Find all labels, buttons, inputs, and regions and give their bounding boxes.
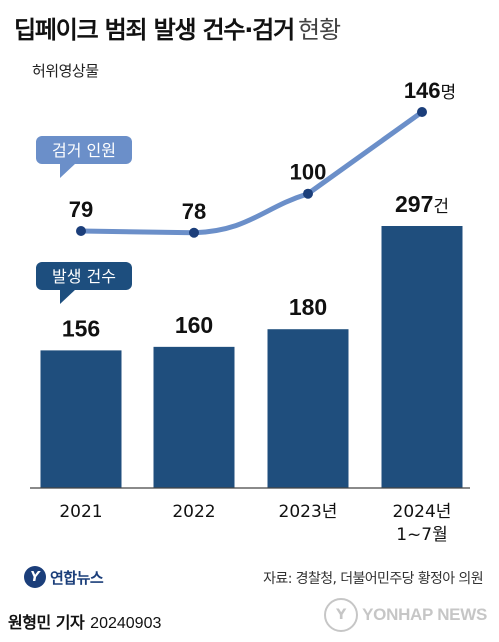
publish-date: 20240903 bbox=[90, 615, 162, 632]
bar-1 bbox=[153, 346, 235, 488]
line-point-2 bbox=[303, 188, 313, 199]
bar-value-label-1: 160 bbox=[175, 312, 213, 338]
line-value-label-1: 78 bbox=[182, 199, 206, 224]
line-value-label-3: 146명 bbox=[404, 78, 456, 103]
bar-0 bbox=[40, 350, 122, 488]
line-value-label-0: 79 bbox=[69, 197, 93, 222]
watermark-icon: Y bbox=[324, 598, 359, 632]
legend-line-box bbox=[36, 136, 132, 164]
line-value-label-2: 100 bbox=[290, 160, 327, 185]
line-point-0 bbox=[76, 226, 86, 236]
line-unit-label: 명 bbox=[441, 83, 457, 103]
chart-area: 156 160 180 297건 2021 2022 2023년 2024년 1~7월 79 78 1… bbox=[30, 78, 470, 545]
bar-value-label-0: 156 bbox=[62, 315, 100, 341]
x-tick-label-3: 2024년 bbox=[393, 502, 452, 522]
chart-title-sub: 현황 bbox=[297, 16, 341, 44]
bar-2 bbox=[267, 329, 349, 488]
line-series-path bbox=[78, 109, 425, 236]
x-tick-label-0: 2021 bbox=[59, 502, 102, 522]
bar-value-label-2: 180 bbox=[289, 294, 327, 320]
legend-bar-pointer bbox=[60, 289, 76, 304]
legend-line-pointer bbox=[60, 163, 76, 178]
byline: 원형민 기자 20240903 bbox=[8, 609, 161, 633]
chart-subtitle: 허위영상물 bbox=[32, 62, 99, 80]
legend-bar-label: 발생 건수 bbox=[52, 267, 116, 286]
chart-title: 딥페이크 범죄 발생 건수·검거 현황 bbox=[14, 10, 341, 45]
yonhap-logo-text: 연합뉴스 bbox=[50, 568, 104, 587]
legend-line-label: 검거 인원 bbox=[52, 141, 116, 160]
watermark-text: YONHAP NEWS bbox=[362, 605, 487, 624]
legend-bar-box bbox=[36, 262, 132, 290]
watermark: Y YONHAP NEWS bbox=[324, 598, 487, 632]
x-tick-label-3-line1: 1~7월 bbox=[396, 525, 448, 545]
source-note: 자료: 경찰청, 더불어민주당 황정아 의원 bbox=[263, 571, 483, 587]
reporter-name: 원형민 기자 bbox=[8, 613, 85, 632]
yonhap-logo: Y 연합뉴스 bbox=[24, 566, 104, 588]
yonhap-logo-icon: Y bbox=[24, 566, 46, 588]
x-tick-label-1: 2022 bbox=[172, 502, 215, 522]
chart-title-main: 딥페이크 범죄 발생 건수·검거 bbox=[14, 16, 295, 44]
bar-3 bbox=[381, 226, 463, 488]
line-point-3 bbox=[417, 107, 427, 117]
x-tick-label-2: 2023년 bbox=[279, 502, 338, 522]
bar-value-label-3: 297건 bbox=[395, 191, 449, 217]
line-point-1 bbox=[189, 227, 199, 238]
bar-unit-label: 건 bbox=[433, 197, 449, 217]
